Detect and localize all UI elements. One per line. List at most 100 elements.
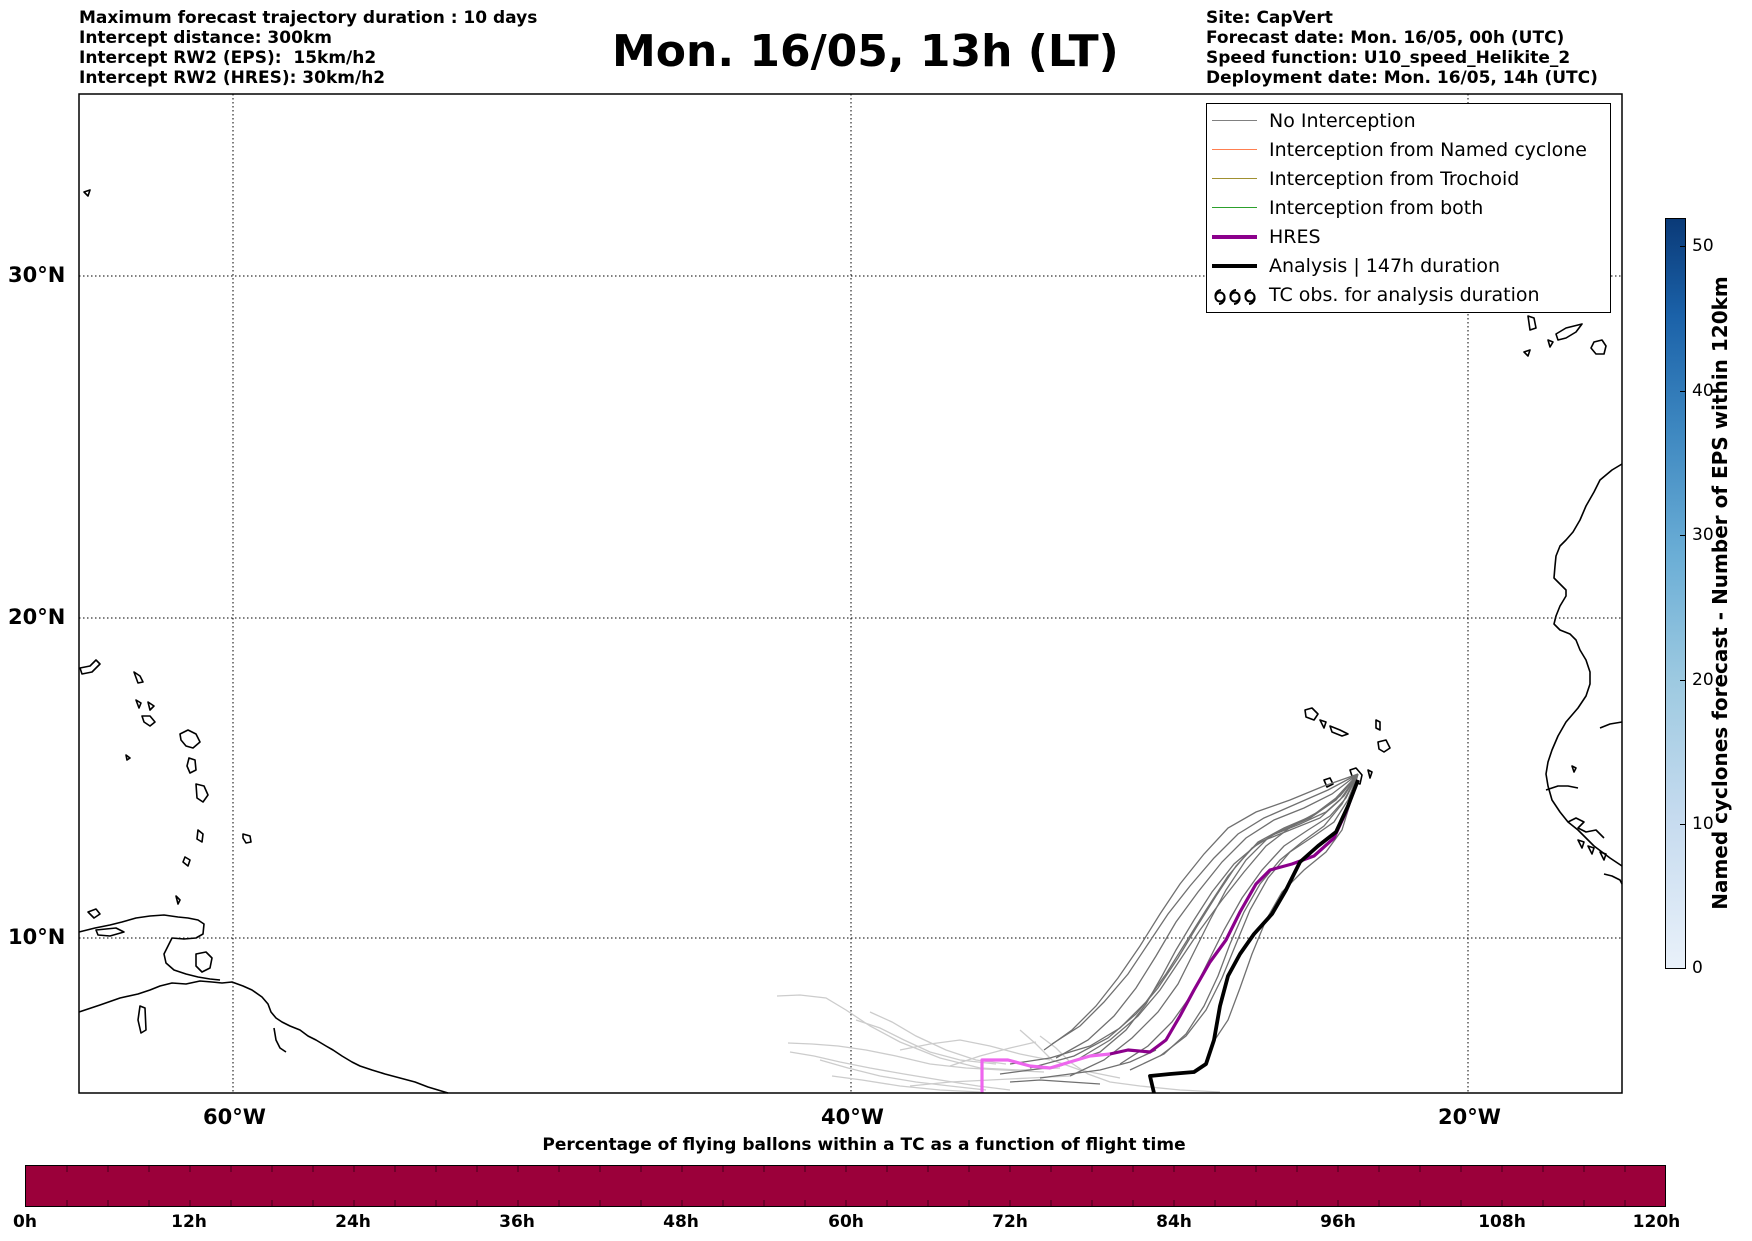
island-montserrat xyxy=(141,715,156,727)
capverde-sao-vicente xyxy=(1319,719,1327,729)
legend-line-hres xyxy=(1212,235,1257,239)
legend-item-no-interception: No Interception xyxy=(1207,107,1610,136)
legend-item-both: Interception from both xyxy=(1207,194,1610,223)
cb-tickmark-50 xyxy=(1680,246,1685,247)
hbar-tick-72h: 72h xyxy=(992,1212,1028,1232)
legend-item-trochoid: Interception from Trochoid xyxy=(1207,165,1610,194)
legend-item-hres: HRES xyxy=(1207,223,1610,252)
hbar-tick-36h: 36h xyxy=(499,1212,535,1232)
cb-tickmark-40 xyxy=(1680,391,1685,392)
legend-label: Interception from Named cyclone xyxy=(1269,139,1587,161)
eps-trajectories xyxy=(776,773,1359,1093)
eps-traj-light-3 xyxy=(789,1051,1011,1091)
legend-label: HRES xyxy=(1269,226,1321,248)
lat-label-10n: 10°N xyxy=(8,925,66,949)
africa-gambia xyxy=(1545,785,1579,791)
hbar-tick-48h: 48h xyxy=(663,1212,699,1232)
hres-trajectory xyxy=(980,779,1360,1093)
legend-line-trochoid xyxy=(1212,178,1257,179)
deployment-date-line: Deployment date: Mon. 16/05, 14h (UTC) xyxy=(1206,68,1598,88)
legend-item-analysis: Analysis | 147h duration xyxy=(1207,252,1610,281)
cb-tick-20: 20 xyxy=(1692,670,1714,690)
island-small-1 xyxy=(125,754,131,761)
lon-label-60w: 60°W xyxy=(203,1105,266,1129)
coastlines xyxy=(78,189,1623,1094)
cb-tickmark-0 xyxy=(1680,968,1685,969)
island-guadeloupe xyxy=(179,729,201,749)
island-barbados xyxy=(242,833,252,844)
eps-traj-dark-8 xyxy=(1051,773,1359,1045)
legend: No Interception Interception from Named … xyxy=(1206,103,1611,313)
hres-early-segment xyxy=(980,1052,1111,1093)
island-antigua xyxy=(135,699,142,709)
hbar-tick-84h: 84h xyxy=(1156,1212,1192,1232)
eps-traj-light-11 xyxy=(1019,1029,1121,1079)
legend-item-named-cyclone: Interception from Named cyclone xyxy=(1207,136,1610,165)
lon-label-40w: 40°W xyxy=(821,1105,884,1129)
hbar-tick-96h: 96h xyxy=(1320,1212,1356,1232)
cb-tickmark-20 xyxy=(1680,680,1685,681)
page-title: Mon. 16/05, 13h (LT) xyxy=(612,26,1119,77)
legend-label: No Interception xyxy=(1269,110,1416,132)
cb-tick-0: 0 xyxy=(1692,958,1703,978)
island-margarita xyxy=(95,927,125,937)
hbar-tick-60h: 60h xyxy=(828,1212,864,1232)
eps-traj-dark-4 xyxy=(1159,773,1359,1057)
map-frame xyxy=(78,93,1623,1094)
eps-traj-light-12 xyxy=(949,1041,1037,1067)
legend-label: Interception from both xyxy=(1269,197,1484,219)
lon-label-20w: 20°W xyxy=(1438,1105,1501,1129)
island-virgin xyxy=(79,659,101,675)
island-dominica xyxy=(186,757,197,774)
flight-time-bar-ticks xyxy=(66,1166,1626,1206)
hbar-tick-120h: 120h xyxy=(1632,1212,1681,1232)
analysis-trajectory xyxy=(1148,779,1360,1094)
cb-tickmark-30 xyxy=(1680,535,1685,536)
capverde-maio xyxy=(1367,769,1373,779)
eps-traj-dark-10 xyxy=(1043,773,1359,1051)
legend-line-both xyxy=(1212,207,1257,208)
africa-coast xyxy=(1545,463,1623,867)
capverde-santo-antao xyxy=(1304,707,1319,721)
legend-line-analysis xyxy=(1212,264,1257,268)
hbar-tick-12h: 12h xyxy=(171,1212,207,1232)
eps-traj-light-10 xyxy=(1039,1035,1221,1093)
island-grenadines xyxy=(175,895,181,905)
eps-traj-light-7 xyxy=(869,1011,1007,1065)
gridlines xyxy=(79,94,1622,1093)
trinidad xyxy=(195,951,213,973)
eps-traj-dark-3 xyxy=(1009,773,1359,1065)
lat-label-30n: 30°N xyxy=(8,263,66,287)
eps-traj-dark-6 xyxy=(1055,773,1359,1059)
africa-small-island xyxy=(1571,765,1577,773)
eps-traj-light-2 xyxy=(787,1042,1045,1073)
africa-senegal-river xyxy=(1599,721,1623,729)
legend-line-no-interception xyxy=(1212,120,1257,121)
eps-traj-light-6 xyxy=(831,1075,981,1093)
africa-bijagos xyxy=(1577,839,1607,861)
colorbar-label: Named cyclones forecast - Number of EPS … xyxy=(1708,276,1732,910)
legend-line-named-cyclone xyxy=(1212,149,1257,150)
speed-function-line: Speed function: U10_speed_Helikite_2 xyxy=(1206,48,1571,68)
capverde-sal xyxy=(1375,719,1381,731)
eps-traj-light-1 xyxy=(776,994,1061,1071)
info-line-1: Maximum forecast trajectory duration : 1… xyxy=(79,8,538,28)
canary-gran-canaria xyxy=(1590,339,1607,355)
eps-traj-light-8 xyxy=(899,1039,1051,1061)
hbar-tick-0h: 0h xyxy=(13,1212,37,1232)
cb-tick-10: 10 xyxy=(1692,814,1714,834)
island-barbuda xyxy=(147,701,155,711)
africa-guinea xyxy=(1603,873,1623,885)
flight-time-bar-title: Percentage of flying ballons within a TC… xyxy=(542,1135,1186,1155)
forecast-date-line: Forecast date: Mon. 16/05, 00h (UTC) xyxy=(1206,28,1565,48)
eps-traj-dark-7 xyxy=(1211,773,1359,1045)
hbar-tick-108h: 108h xyxy=(1478,1212,1526,1232)
paria-coast xyxy=(78,914,205,940)
hres-late-segment xyxy=(1109,779,1360,1056)
eps-early-segments xyxy=(776,994,1221,1093)
site-line: Site: CapVert xyxy=(1206,8,1333,28)
cb-tickmark-10 xyxy=(1680,824,1685,825)
canary-gomera xyxy=(1547,339,1554,348)
island-grenada xyxy=(87,908,101,919)
